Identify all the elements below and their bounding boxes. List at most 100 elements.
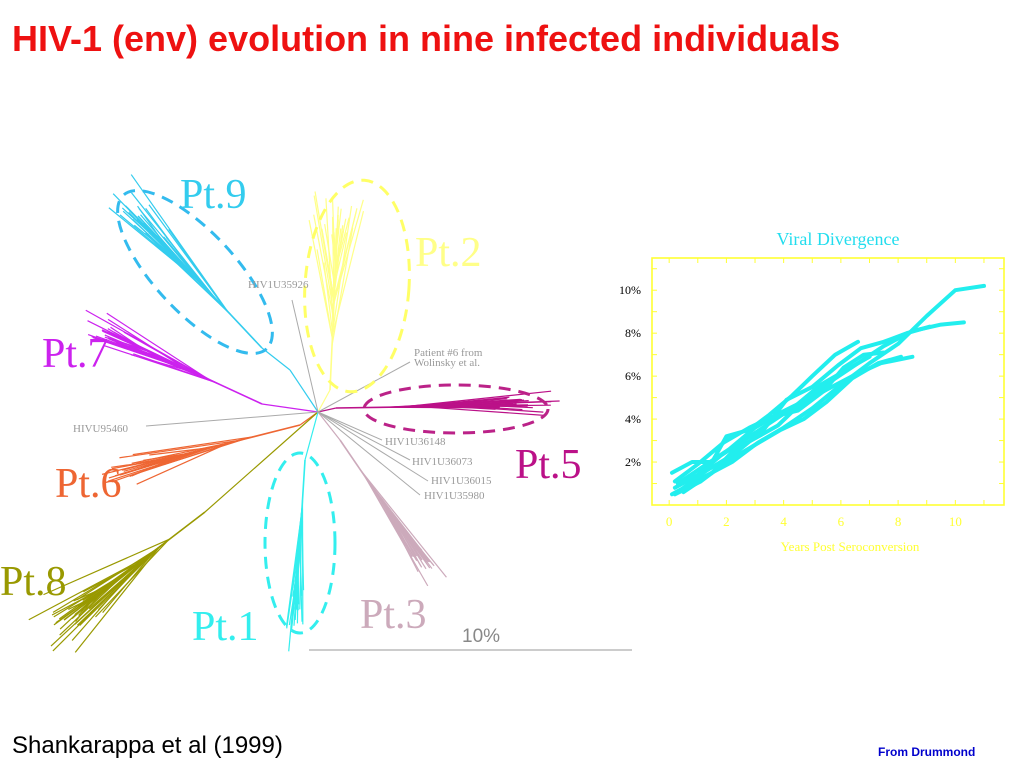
x-tick-label: 6 [838, 514, 845, 529]
chart-title: Viral Divergence [776, 229, 899, 249]
tree-leaf-branch [102, 549, 157, 613]
tree-leaf-branch [331, 216, 335, 304]
pt2-cluster-outline [303, 178, 411, 394]
tree-leaf-branch [149, 447, 211, 456]
tree-leaf-branch [321, 228, 335, 300]
tree-leaf-branch [121, 207, 182, 262]
tree-branch [317, 411, 421, 496]
tree-leaf-branch [285, 511, 303, 627]
tree-branch [317, 389, 331, 413]
tree-clade-branch [339, 439, 423, 561]
tree-leaf-branch [331, 210, 365, 335]
tree-leaf-branch [91, 336, 171, 363]
tree-leaf-branch [85, 309, 212, 381]
tree-branch [317, 361, 411, 413]
tree-leaf-branch [43, 538, 170, 596]
x-tick-label: 0 [666, 514, 673, 529]
reference-label: HIV1U36015 [431, 475, 492, 487]
y-tick-label: 6% [625, 369, 641, 383]
patient-label-pt7: Pt.7 [42, 331, 109, 377]
x-tick-label: 10 [949, 514, 962, 529]
viral-divergence-chart: Viral Divergence Years Post Seroconversio… [619, 229, 1005, 554]
tree-leaf-branch [83, 562, 140, 593]
tree-leaf-branch [313, 214, 334, 318]
patient-label-pt3: Pt.3 [360, 592, 427, 638]
y-tick-label: 8% [625, 326, 641, 340]
chart-frame [651, 257, 1005, 506]
tree-branch [317, 411, 341, 441]
reference-label: Wolinsky et al. [414, 357, 480, 369]
divergence-series-line [672, 350, 886, 484]
credit-note: From Drummond [878, 745, 976, 759]
tree-leaf-branch [106, 312, 209, 380]
tree-clade-branch [63, 511, 206, 621]
tree-leaf-branch [399, 397, 506, 408]
patient-label-pt5: Pt.5 [515, 442, 582, 488]
tree-branch [317, 411, 429, 482]
tree-leaf-branch [138, 441, 234, 474]
patient-label-pt1: Pt.1 [192, 604, 259, 650]
tree-leaf-branch [28, 557, 146, 621]
divergence-series-line [681, 354, 915, 495]
tree-clade-branch [335, 404, 529, 409]
pt5-cluster-outline [362, 383, 550, 435]
tree-leaf-branch [334, 218, 347, 275]
tree-leaf-branch [364, 476, 429, 587]
x-axis-label: Years Post Seroconversion [781, 539, 920, 554]
tree-clade-branch [121, 424, 301, 471]
x-tick-label: 8 [895, 514, 902, 529]
x-tick-label: 4 [780, 514, 787, 529]
citation: Shankarappa et al (1999) [12, 732, 283, 759]
x-tick-label: 2 [723, 514, 730, 529]
tree-leaf-branch [119, 439, 239, 459]
tree-leaf-branch [77, 548, 158, 626]
reference-label: HIV1U36148 [385, 436, 446, 448]
tree-leaf-branch [136, 442, 228, 485]
tree-leaf-branch [133, 353, 215, 383]
tree-leaf-branch [145, 207, 201, 283]
tree-branch [145, 411, 319, 427]
tree-leaf-branch [402, 531, 431, 563]
reference-label: Patient #6 from [414, 347, 483, 359]
reference-label: HIV1U36073 [412, 456, 473, 468]
scale-bar-label: 10% [462, 626, 500, 647]
pt9-cluster-outline [116, 189, 274, 355]
tree-leaf-branch [59, 571, 127, 636]
reference-label: HIV1U35980 [424, 490, 485, 502]
tree-leaf-branch [168, 228, 227, 310]
tree-clade-branch [329, 214, 339, 391]
tree-branch [317, 411, 411, 461]
tree-leaf-branch [333, 208, 358, 304]
tree-branch [289, 369, 319, 413]
tree-branch [304, 411, 319, 461]
page-title: HIV-1 (env) evolution in nine infected i… [12, 18, 841, 59]
y-tick-label: 4% [625, 412, 641, 426]
divergence-series-line [678, 324, 932, 492]
tree-leaf-branch [132, 436, 254, 456]
tree-leaf-branch [314, 191, 335, 304]
tree-leaf-branch [119, 214, 200, 282]
divergence-series-line [670, 339, 860, 475]
tree-leaf-branch [71, 558, 144, 641]
tree-leaf-branch [331, 199, 336, 276]
tree-clade-branch [294, 459, 306, 621]
tree-leaf-branch [381, 500, 419, 573]
divergence-series-line [672, 354, 903, 497]
tree-leaf-branch [313, 195, 335, 312]
patient-label-pt9: Pt.9 [180, 172, 247, 218]
patient-label-pt6: Pt.6 [55, 461, 122, 507]
tree-clade-branch [101, 329, 263, 405]
tree-branch [291, 299, 319, 413]
y-tick-label: 2% [625, 455, 641, 469]
tree-branch [261, 347, 291, 371]
patient-label-pt8: Pt.8 [0, 559, 67, 605]
tree-clade-branch [137, 215, 263, 349]
divergence-series-line [670, 283, 986, 497]
tree-branches [28, 174, 560, 653]
tree-leaf-branch [301, 510, 305, 591]
pt1-cluster-outline [263, 451, 337, 635]
tree-branch [317, 411, 383, 441]
tree-leaf-branch [73, 585, 109, 602]
tree-branch [261, 403, 319, 413]
